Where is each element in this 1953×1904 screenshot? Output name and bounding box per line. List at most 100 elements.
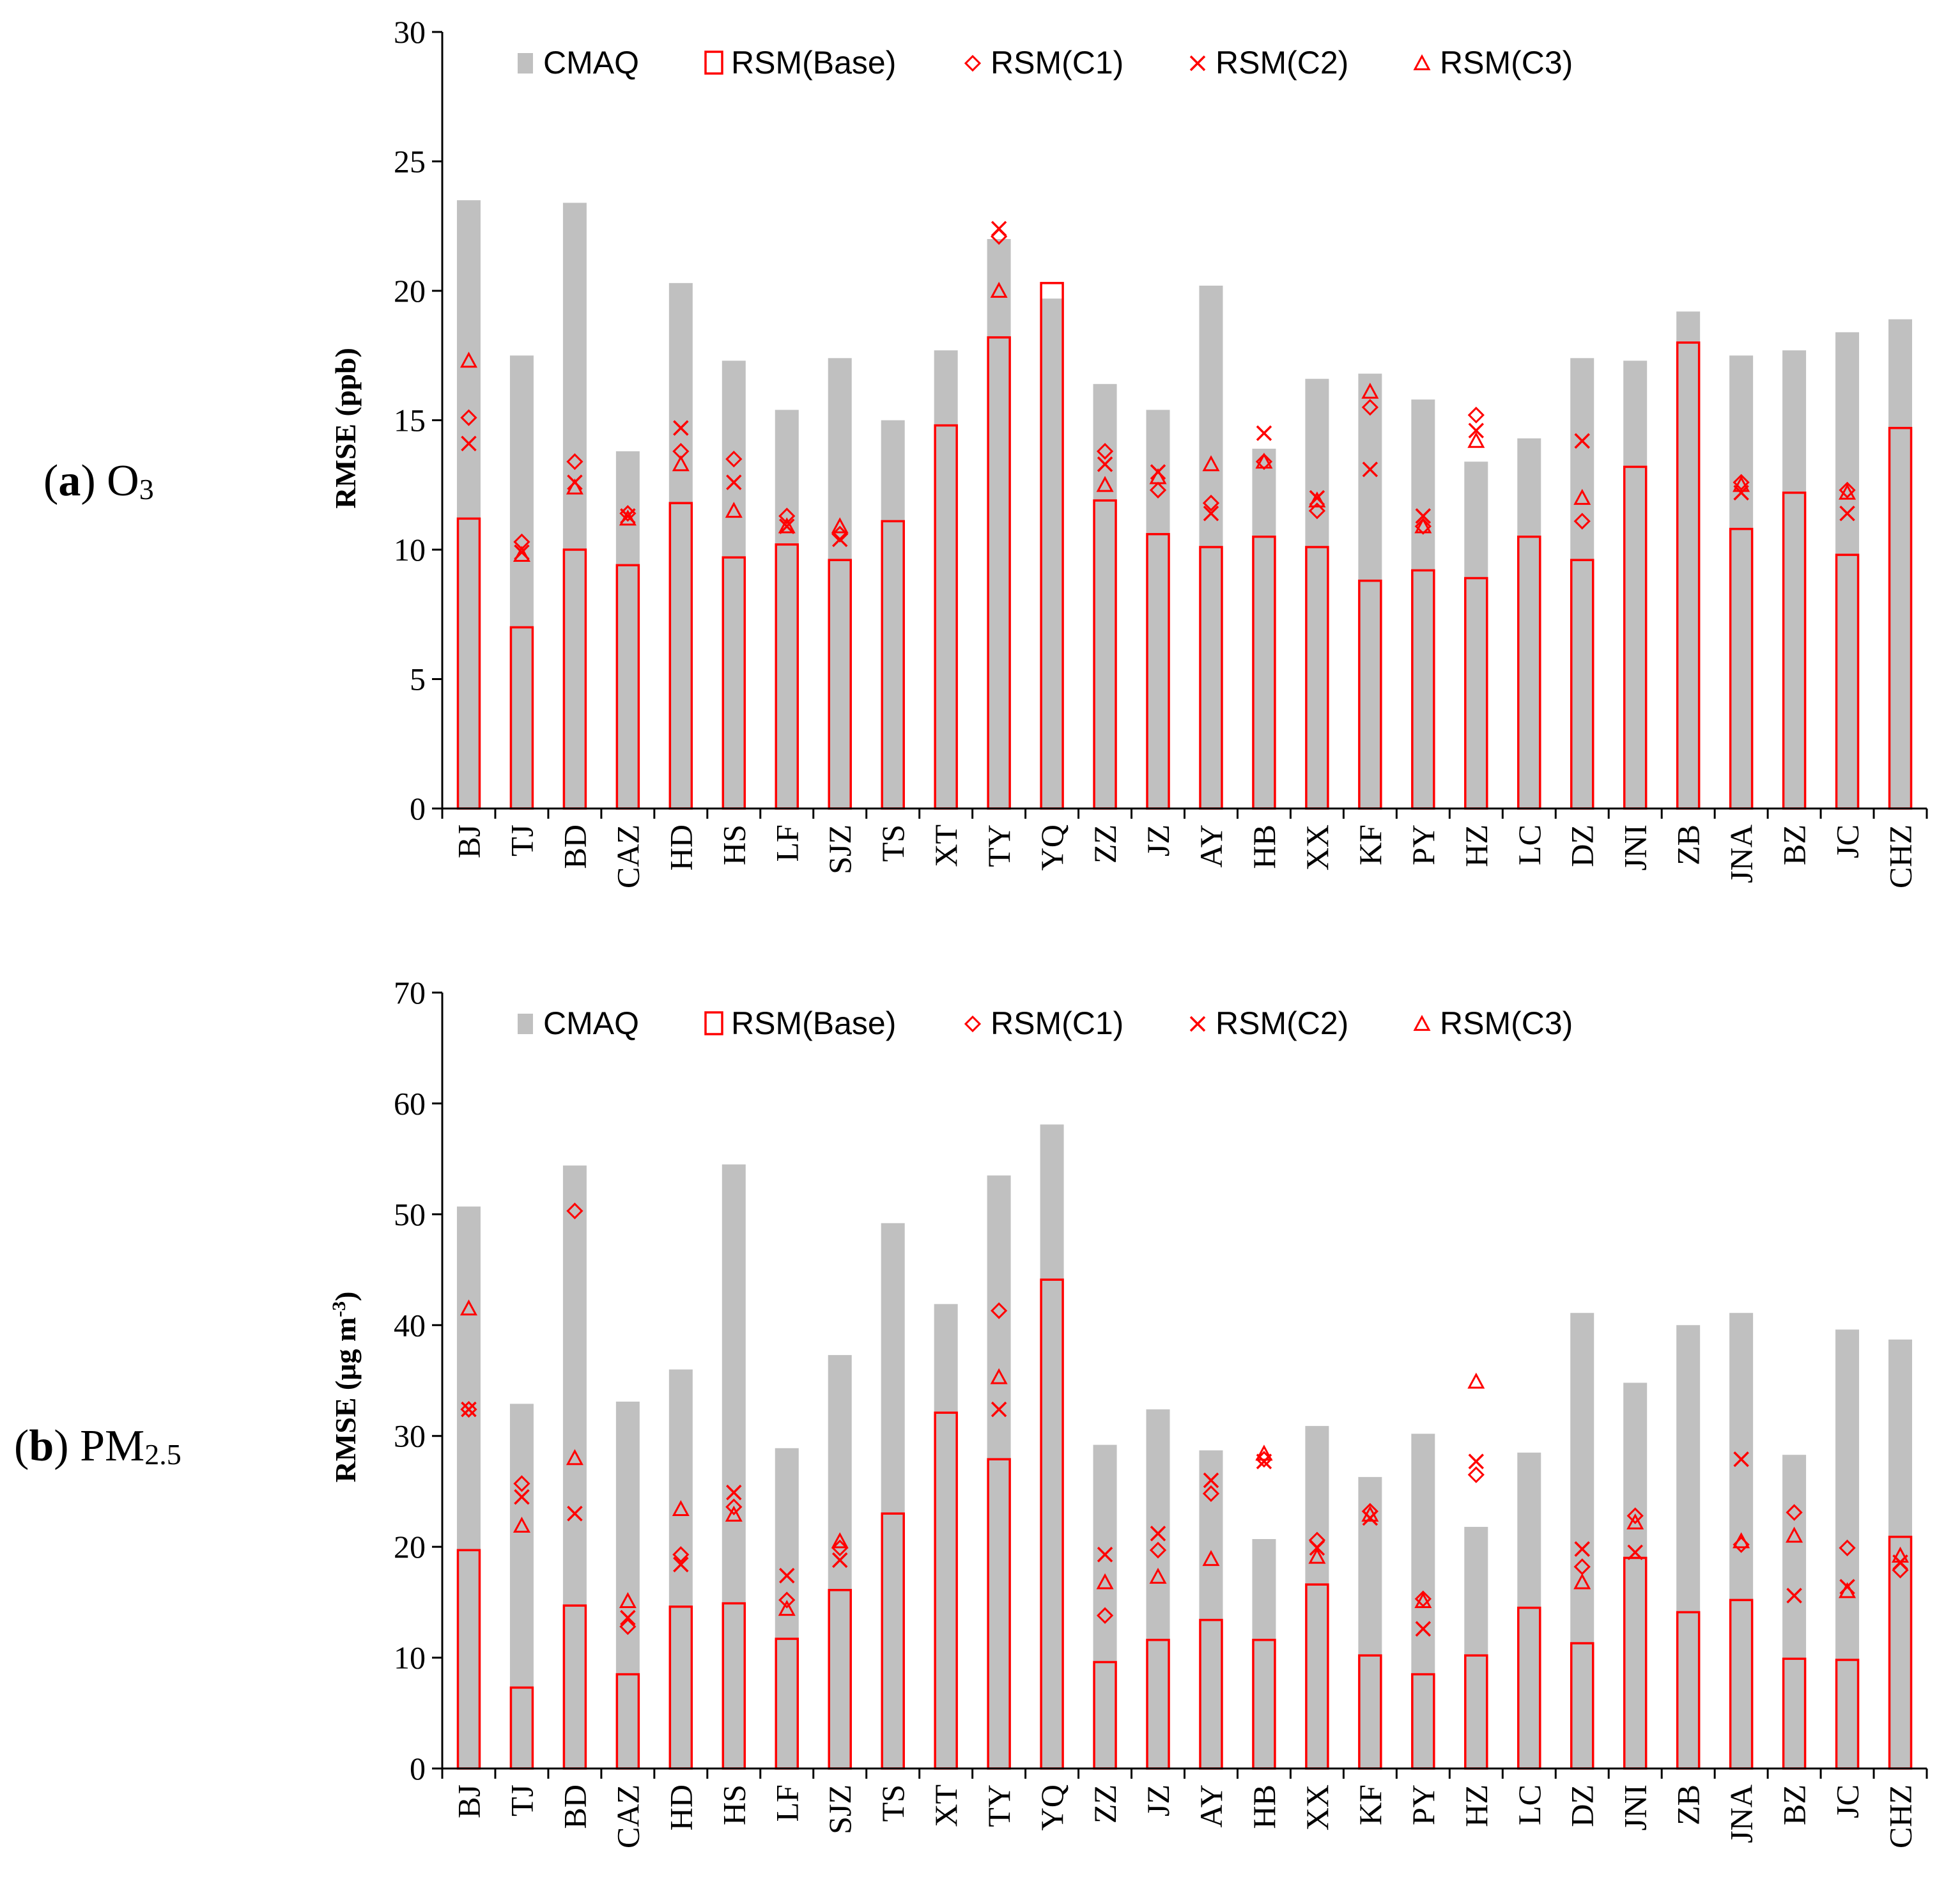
legend-label: RSM(C1) bbox=[991, 1005, 1123, 1041]
rsm-c3-marker bbox=[672, 1500, 690, 1517]
panel-label-b: (b) PM2.5 bbox=[14, 1421, 181, 1471]
rsm-c2-marker bbox=[673, 1556, 689, 1573]
y-tick-label: 20 bbox=[394, 273, 426, 309]
category-label: LC bbox=[1511, 1784, 1547, 1825]
rsm-c2-marker bbox=[831, 531, 848, 548]
rsm-c3-marker bbox=[725, 502, 743, 518]
rsm-c2-marker bbox=[673, 420, 689, 436]
cmaq-bar bbox=[1517, 1452, 1541, 1769]
rsm-c1-marker bbox=[1573, 513, 1591, 530]
category-label: TY bbox=[981, 1784, 1017, 1827]
y-tick-label: 0 bbox=[410, 1751, 426, 1786]
rsm-c3-marker bbox=[1308, 1547, 1326, 1564]
category-label: HS bbox=[716, 824, 752, 865]
rsm-c2-marker bbox=[461, 1401, 477, 1418]
cmaq-bar bbox=[1252, 1539, 1276, 1769]
category-label: AY bbox=[1193, 824, 1229, 868]
category-label: JNA bbox=[1724, 824, 1759, 883]
category-label: DZ bbox=[1564, 1784, 1600, 1827]
category-label: BZ bbox=[1777, 824, 1812, 865]
y-tick-label: 30 bbox=[394, 14, 426, 50]
cmaq-bar bbox=[1835, 332, 1860, 809]
cmaq-bar bbox=[1782, 350, 1807, 809]
cmaq-bar bbox=[1729, 355, 1754, 809]
cmaq-bar bbox=[881, 420, 905, 809]
rsm-c2-marker bbox=[726, 474, 742, 490]
category-label: KF bbox=[1352, 1784, 1388, 1825]
rsm-c3-marker bbox=[1467, 1372, 1485, 1389]
cmaq-bar bbox=[828, 358, 852, 809]
category-label: TJ bbox=[504, 1784, 539, 1816]
legend-label: RSM(C2) bbox=[1216, 1005, 1348, 1041]
cmaq-bar bbox=[1411, 1434, 1435, 1769]
rsm-c2-marker bbox=[1097, 456, 1113, 472]
cmaq-bar bbox=[1888, 1339, 1913, 1769]
rsm-c2-marker bbox=[1468, 422, 1485, 438]
rsm-c3-marker bbox=[513, 1517, 530, 1533]
cmaq-bar bbox=[722, 360, 746, 809]
y-axis-title-a: RMSE (ppb) bbox=[329, 348, 362, 509]
rsm-c1-marker bbox=[566, 1202, 583, 1219]
rsm-c1-marker bbox=[1202, 494, 1220, 512]
category-label: TJ bbox=[504, 824, 539, 856]
rsm-c3-marker bbox=[725, 1505, 743, 1522]
category-label: HB bbox=[1246, 824, 1282, 869]
cmaq-bar bbox=[668, 283, 693, 809]
rsm-c2-marker bbox=[461, 435, 477, 452]
rsm-c3-marker bbox=[566, 478, 583, 495]
rsm-c2-marker bbox=[991, 221, 1007, 237]
rsm-c1-marker bbox=[778, 1591, 796, 1609]
rsm-c3-marker bbox=[672, 455, 690, 472]
cmaq-bar bbox=[1305, 378, 1329, 809]
category-label: XX bbox=[1299, 824, 1335, 871]
category-label: JC bbox=[1830, 1784, 1865, 1818]
category-label: HB bbox=[1246, 1784, 1282, 1829]
rsm-c2-marker bbox=[1256, 425, 1272, 441]
rsm-c2-marker bbox=[1150, 1526, 1166, 1542]
cmaq-bar bbox=[1623, 1382, 1648, 1769]
rsm-c3-marker bbox=[990, 1368, 1008, 1384]
cmaq-bar bbox=[456, 1206, 481, 1769]
category-label: BD bbox=[557, 1784, 592, 1829]
category-label: PY bbox=[1405, 824, 1441, 865]
category-label: BJ bbox=[451, 824, 486, 858]
category-label: ZB bbox=[1671, 1784, 1706, 1825]
rsm-c2-marker bbox=[991, 1401, 1007, 1418]
rsm-c1-marker bbox=[1733, 474, 1750, 491]
rsm-c1-marker bbox=[1308, 502, 1326, 520]
legend: CMAQ RSM(Base) RSM(C1) RSM(C2) RSM(C3) bbox=[518, 45, 1573, 81]
rsm-c3-marker bbox=[1573, 1573, 1591, 1590]
legend-swatch-rsm-base bbox=[704, 50, 723, 75]
legend-swatch-cmaq bbox=[518, 1014, 533, 1034]
cmaq-bar bbox=[668, 1369, 693, 1769]
category-label: TS bbox=[875, 824, 911, 862]
cmaq-bar bbox=[987, 239, 1011, 809]
chart-panel-o3: 0 5 10 15 20 25 30 BJ TJ BD CAZ HD HS LF SJZ TS XT TY YQ ZZ… bbox=[394, 14, 1928, 888]
rsm-c3-marker bbox=[1414, 1591, 1432, 1608]
cmaq-bar bbox=[456, 200, 481, 809]
cmaq-bar bbox=[1676, 311, 1701, 809]
rsm-c3-marker bbox=[1255, 453, 1273, 469]
rsm-c1-marker bbox=[1149, 481, 1167, 499]
y-axis-title-b: RMSE (μg m-3) bbox=[328, 1292, 362, 1483]
rsm-c3-marker bbox=[1733, 1532, 1750, 1549]
cmaq-bar bbox=[828, 1355, 852, 1769]
rsm-c2-marker bbox=[1362, 461, 1378, 477]
rsm-c3-marker bbox=[1733, 476, 1750, 492]
cmaq-bar bbox=[1623, 360, 1648, 809]
rsm-c3-marker bbox=[1626, 1513, 1644, 1529]
category-label: ZB bbox=[1671, 824, 1706, 865]
panel-label-a: (a) O3 bbox=[43, 456, 154, 506]
category-label: HZ bbox=[1458, 1784, 1494, 1827]
cmaq-bar bbox=[562, 1165, 587, 1769]
rsm-c1-marker bbox=[566, 453, 583, 470]
y-tick-label: 70 bbox=[394, 975, 426, 1010]
y-tick-label: 30 bbox=[394, 1418, 426, 1454]
cmaq-bar bbox=[1835, 1329, 1860, 1769]
category-label: LC bbox=[1511, 824, 1547, 865]
rsm-c1-marker bbox=[460, 1400, 477, 1418]
rsm-c1-marker bbox=[460, 409, 477, 426]
cmaq-bar bbox=[934, 350, 958, 809]
category-label: JNI bbox=[1617, 824, 1653, 871]
